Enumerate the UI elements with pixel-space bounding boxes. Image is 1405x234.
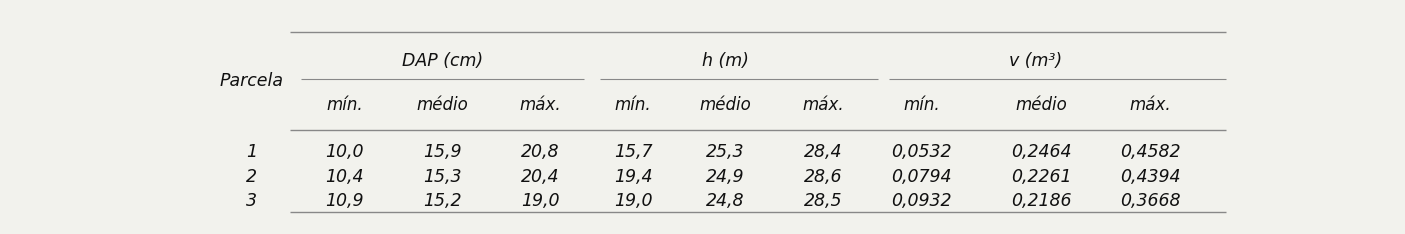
Text: 28,5: 28,5 (804, 192, 843, 210)
Text: mín.: mín. (614, 96, 652, 114)
Text: 25,3: 25,3 (707, 143, 745, 161)
Text: máx.: máx. (1130, 96, 1170, 114)
Text: 0,0932: 0,0932 (891, 192, 951, 210)
Text: h (m): h (m) (702, 51, 749, 69)
Text: 19,0: 19,0 (614, 192, 652, 210)
Text: 15,3: 15,3 (423, 168, 462, 186)
Text: 3: 3 (246, 192, 257, 210)
Text: v (m³): v (m³) (1009, 51, 1062, 69)
Text: 0,2186: 0,2186 (1012, 192, 1072, 210)
Text: 24,8: 24,8 (707, 192, 745, 210)
Text: mín.: mín. (326, 96, 362, 114)
Text: DAP (cm): DAP (cm) (402, 51, 483, 69)
Text: 15,7: 15,7 (614, 143, 652, 161)
Text: Parcela: Parcela (219, 72, 284, 90)
Text: 2: 2 (246, 168, 257, 186)
Text: máx.: máx. (802, 96, 844, 114)
Text: 20,8: 20,8 (521, 143, 559, 161)
Text: 0,4582: 0,4582 (1120, 143, 1180, 161)
Text: 10,9: 10,9 (325, 192, 364, 210)
Text: 0,3668: 0,3668 (1120, 192, 1180, 210)
Text: 20,4: 20,4 (521, 168, 559, 186)
Text: mín.: mín. (903, 96, 940, 114)
Text: 0,0794: 0,0794 (891, 168, 951, 186)
Text: médio: médio (416, 96, 468, 114)
Text: máx.: máx. (520, 96, 561, 114)
Text: 28,4: 28,4 (804, 143, 843, 161)
Text: 15,2: 15,2 (423, 192, 462, 210)
Text: 19,0: 19,0 (521, 192, 559, 210)
Text: médio: médio (1016, 96, 1068, 114)
Text: 19,4: 19,4 (614, 168, 652, 186)
Text: 28,6: 28,6 (804, 168, 843, 186)
Text: 1: 1 (246, 143, 257, 161)
Text: médio: médio (700, 96, 752, 114)
Text: 0,0532: 0,0532 (891, 143, 951, 161)
Text: 0,2261: 0,2261 (1012, 168, 1072, 186)
Text: 15,9: 15,9 (423, 143, 462, 161)
Text: 24,9: 24,9 (707, 168, 745, 186)
Text: 0,4394: 0,4394 (1120, 168, 1180, 186)
Text: 0,2464: 0,2464 (1012, 143, 1072, 161)
Text: 10,4: 10,4 (325, 168, 364, 186)
Text: 10,0: 10,0 (325, 143, 364, 161)
